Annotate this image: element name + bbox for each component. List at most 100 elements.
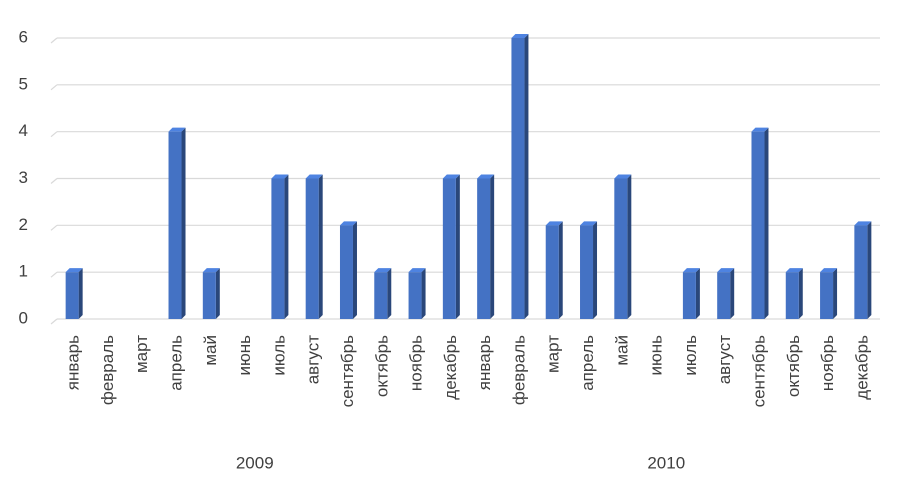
bar-side xyxy=(490,174,495,319)
bar-front xyxy=(374,272,388,319)
x-tick-label: июнь xyxy=(647,335,666,376)
bar-front xyxy=(545,225,559,319)
bar xyxy=(339,221,357,319)
bar-top xyxy=(511,34,529,38)
bar-front xyxy=(65,272,79,319)
bar xyxy=(511,34,529,319)
bar-top xyxy=(854,221,872,226)
y-tick-label: 1 xyxy=(19,262,28,281)
bar xyxy=(854,221,872,319)
x-tick-label: сентябрь xyxy=(338,335,357,408)
x-tick-label: март xyxy=(132,335,151,373)
x-tick-label: июль xyxy=(681,335,700,376)
bar-side xyxy=(524,34,529,319)
bar-top xyxy=(717,268,735,273)
bar-top xyxy=(580,221,598,226)
bar-front xyxy=(717,272,731,319)
bar-front xyxy=(305,178,319,319)
bar xyxy=(545,221,563,319)
grid-line-edge xyxy=(50,178,58,184)
bar-top xyxy=(271,174,289,179)
x-tick-label: февраль xyxy=(98,335,117,405)
bar-top xyxy=(339,221,357,226)
bar-side xyxy=(215,268,220,319)
x-tick-label: сентябрь xyxy=(749,335,768,408)
bar-front xyxy=(202,272,216,319)
x-tick-label: ноябрь xyxy=(818,335,837,391)
grid-line-edge xyxy=(50,271,58,278)
x-tick-label: октябрь xyxy=(784,335,803,397)
group-label: 2010 xyxy=(647,453,685,472)
x-tick-label: декабрь xyxy=(852,335,871,400)
bar-top xyxy=(820,268,838,273)
grid-line-edge xyxy=(50,318,58,325)
x-tick-label: август xyxy=(715,335,734,384)
bar-front xyxy=(168,131,182,319)
bar-front xyxy=(682,272,696,319)
bar xyxy=(580,221,598,319)
bar xyxy=(271,174,289,319)
bar xyxy=(785,268,803,319)
grid-line-edge xyxy=(50,37,58,44)
y-tick-label: 2 xyxy=(19,215,28,234)
bar-front xyxy=(477,178,491,319)
bar-front xyxy=(580,225,594,319)
grid-line-edge xyxy=(50,224,58,231)
bar xyxy=(751,127,769,320)
x-tick-label: декабрь xyxy=(441,335,460,400)
grid-line-edge xyxy=(50,84,58,91)
bar-top xyxy=(785,268,803,273)
bar-top xyxy=(374,268,392,273)
x-tick-label: октябрь xyxy=(372,335,391,397)
x-tick-label: май xyxy=(201,335,220,366)
y-tick-label: 6 xyxy=(19,27,28,46)
bar-side xyxy=(558,221,563,319)
bar-top xyxy=(168,127,186,132)
bar-front xyxy=(751,131,765,319)
bar-front xyxy=(442,178,456,319)
x-tick-label: март xyxy=(544,335,563,373)
bar-side xyxy=(387,268,392,319)
bar-side xyxy=(352,221,357,319)
bar-side xyxy=(421,268,426,319)
bar-top xyxy=(65,268,83,273)
bar xyxy=(168,127,186,320)
bar-side xyxy=(593,221,598,319)
bar-front xyxy=(271,178,285,319)
bar-side xyxy=(627,174,632,319)
y-tick-label: 4 xyxy=(19,121,28,140)
x-tick-label: февраль xyxy=(509,335,528,405)
x-tick-label: январь xyxy=(64,335,83,390)
y-tick-label: 5 xyxy=(19,74,28,93)
bar-side xyxy=(284,174,289,319)
bar xyxy=(408,268,426,319)
bar-side xyxy=(833,268,838,319)
x-tick-label: июль xyxy=(269,335,288,376)
bar xyxy=(65,268,83,319)
bar-top xyxy=(442,174,460,179)
x-tick-label: май xyxy=(612,335,631,366)
bar-top xyxy=(202,268,220,273)
x-tick-label: июнь xyxy=(235,335,254,376)
bar-top xyxy=(682,268,700,273)
bar xyxy=(717,268,735,319)
bar-side xyxy=(730,268,735,319)
bar xyxy=(305,174,323,319)
y-tick-label: 0 xyxy=(19,308,28,327)
bar xyxy=(820,268,838,319)
group-label: 2009 xyxy=(236,453,274,472)
bar xyxy=(682,268,700,319)
grid-line-edge xyxy=(50,131,58,138)
bar-side xyxy=(867,221,872,319)
bar-side xyxy=(455,174,460,319)
bar-side xyxy=(798,268,803,319)
bar-top xyxy=(408,268,426,273)
x-tick-label: январь xyxy=(475,335,494,390)
bar-side xyxy=(78,268,83,319)
bar-side xyxy=(764,127,769,320)
bar-side xyxy=(181,127,186,320)
bar-top xyxy=(614,174,632,179)
x-tick-label: апрель xyxy=(167,335,186,391)
bar xyxy=(442,174,460,319)
